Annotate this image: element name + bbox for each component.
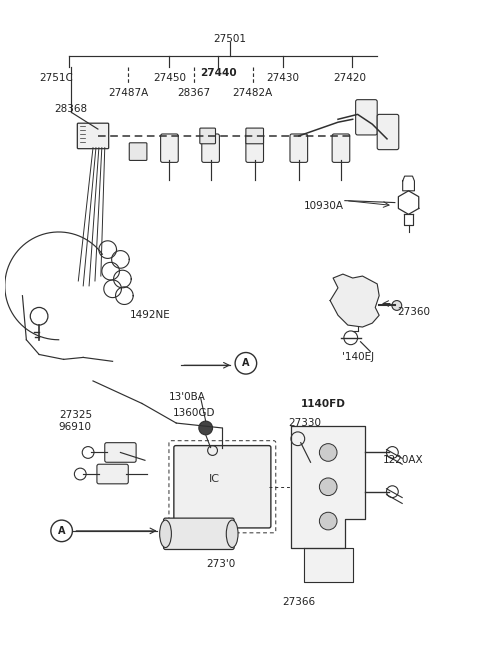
FancyBboxPatch shape <box>290 134 308 162</box>
Text: 28368: 28368 <box>54 104 87 114</box>
FancyBboxPatch shape <box>105 443 136 463</box>
FancyBboxPatch shape <box>202 134 219 162</box>
Circle shape <box>199 421 213 435</box>
FancyBboxPatch shape <box>246 134 264 162</box>
Text: 27430: 27430 <box>266 73 300 83</box>
Text: 27330: 27330 <box>288 418 321 428</box>
FancyBboxPatch shape <box>200 128 216 144</box>
Text: 1220AX: 1220AX <box>383 455 423 465</box>
Text: 1360GD: 1360GD <box>173 409 215 419</box>
Text: 27450: 27450 <box>153 73 186 83</box>
FancyBboxPatch shape <box>161 134 178 162</box>
Text: 10930A: 10930A <box>304 200 344 211</box>
Text: 27366: 27366 <box>282 597 315 606</box>
Text: 27440: 27440 <box>200 68 237 78</box>
Circle shape <box>319 478 337 495</box>
Text: A: A <box>58 526 65 536</box>
Text: 27487A: 27487A <box>108 88 148 98</box>
Text: 27420: 27420 <box>333 73 366 83</box>
Ellipse shape <box>160 520 171 547</box>
Polygon shape <box>291 426 365 548</box>
FancyBboxPatch shape <box>129 143 147 160</box>
Text: A: A <box>242 358 250 369</box>
Text: 28367: 28367 <box>178 88 211 98</box>
Polygon shape <box>330 274 379 327</box>
FancyBboxPatch shape <box>356 100 377 135</box>
FancyBboxPatch shape <box>97 464 128 484</box>
Text: 96910: 96910 <box>59 422 92 432</box>
Circle shape <box>392 300 402 310</box>
Circle shape <box>319 443 337 461</box>
FancyBboxPatch shape <box>246 128 264 144</box>
Text: 273'0: 273'0 <box>206 559 235 569</box>
FancyBboxPatch shape <box>164 518 234 549</box>
Text: 2751C: 2751C <box>39 73 73 83</box>
FancyBboxPatch shape <box>174 445 271 528</box>
FancyBboxPatch shape <box>77 124 108 148</box>
FancyBboxPatch shape <box>377 114 399 150</box>
Ellipse shape <box>226 520 238 547</box>
Text: 27482A: 27482A <box>233 88 273 98</box>
Text: IC: IC <box>209 474 220 484</box>
Text: 1492NE: 1492NE <box>130 310 171 321</box>
Text: '140EJ: '140EJ <box>342 351 373 361</box>
Text: 13'0BA: 13'0BA <box>168 392 205 401</box>
Text: 27360: 27360 <box>397 307 430 317</box>
Text: 27501: 27501 <box>214 34 247 44</box>
Text: 1140FD: 1140FD <box>301 399 346 409</box>
Polygon shape <box>304 548 353 582</box>
Text: 27325: 27325 <box>59 411 92 420</box>
Circle shape <box>319 512 337 530</box>
FancyBboxPatch shape <box>332 134 350 162</box>
